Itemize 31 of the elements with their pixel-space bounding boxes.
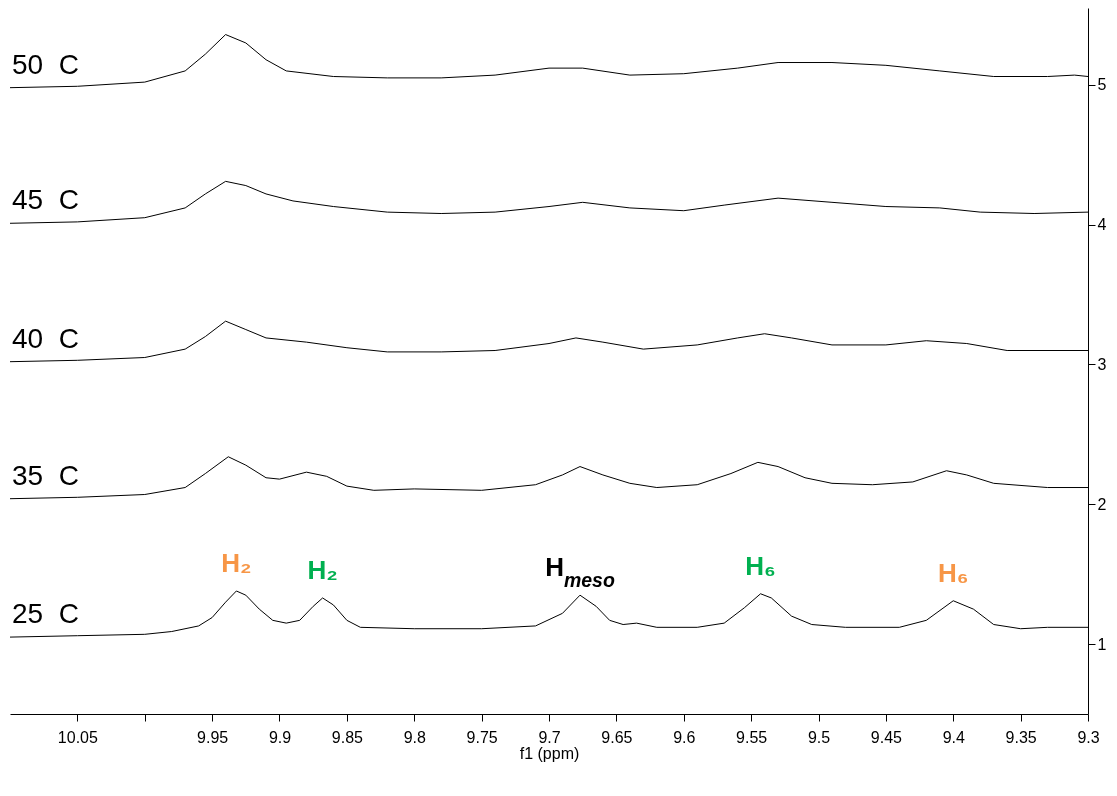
x-tick-label: 9.85	[331, 728, 364, 746]
series-label: 35 C	[12, 459, 79, 491]
x-tick-label: 9.55	[736, 728, 768, 746]
x-tick-label: 9.95	[197, 728, 229, 746]
x-tick-label: 9.45	[870, 728, 903, 746]
y-tick-label: 5	[1097, 76, 1107, 94]
x-tick-label: 9.9	[268, 728, 292, 746]
x-tick-label: 10.05	[57, 728, 98, 746]
x-tick-label: 9.6	[673, 728, 696, 746]
annotation: H₆	[937, 557, 969, 588]
x-tick-label: 9.5	[807, 728, 831, 746]
y-tick-label: 2	[1097, 495, 1107, 513]
annotation: H$_{meso}$	[545, 552, 615, 592]
series-label: 50 C	[12, 48, 79, 80]
x-tick-label: 9.4	[942, 728, 965, 746]
x-axis-title: f1 (ppm)	[519, 744, 580, 762]
x-tick-label: 9.35	[1005, 728, 1037, 746]
annotation: H₂	[307, 554, 338, 585]
series-label: 25 C	[12, 598, 79, 630]
y-tick-label: 4	[1097, 216, 1107, 234]
y-tick-label: 3	[1097, 356, 1107, 373]
series-label: 40 C	[12, 322, 79, 354]
x-tick-label: 9.7	[538, 728, 561, 746]
x-tick-label: 9.3	[1077, 728, 1100, 746]
x-tick-label: 9.8	[403, 728, 426, 746]
annotation: H₂	[221, 547, 252, 578]
series-label: 45 C	[12, 184, 79, 216]
y-tick-label: 1	[1097, 635, 1107, 653]
x-tick-label: 9.65	[601, 728, 633, 746]
x-tick-label: 9.75	[466, 728, 498, 746]
annotation: H₆	[745, 550, 776, 581]
